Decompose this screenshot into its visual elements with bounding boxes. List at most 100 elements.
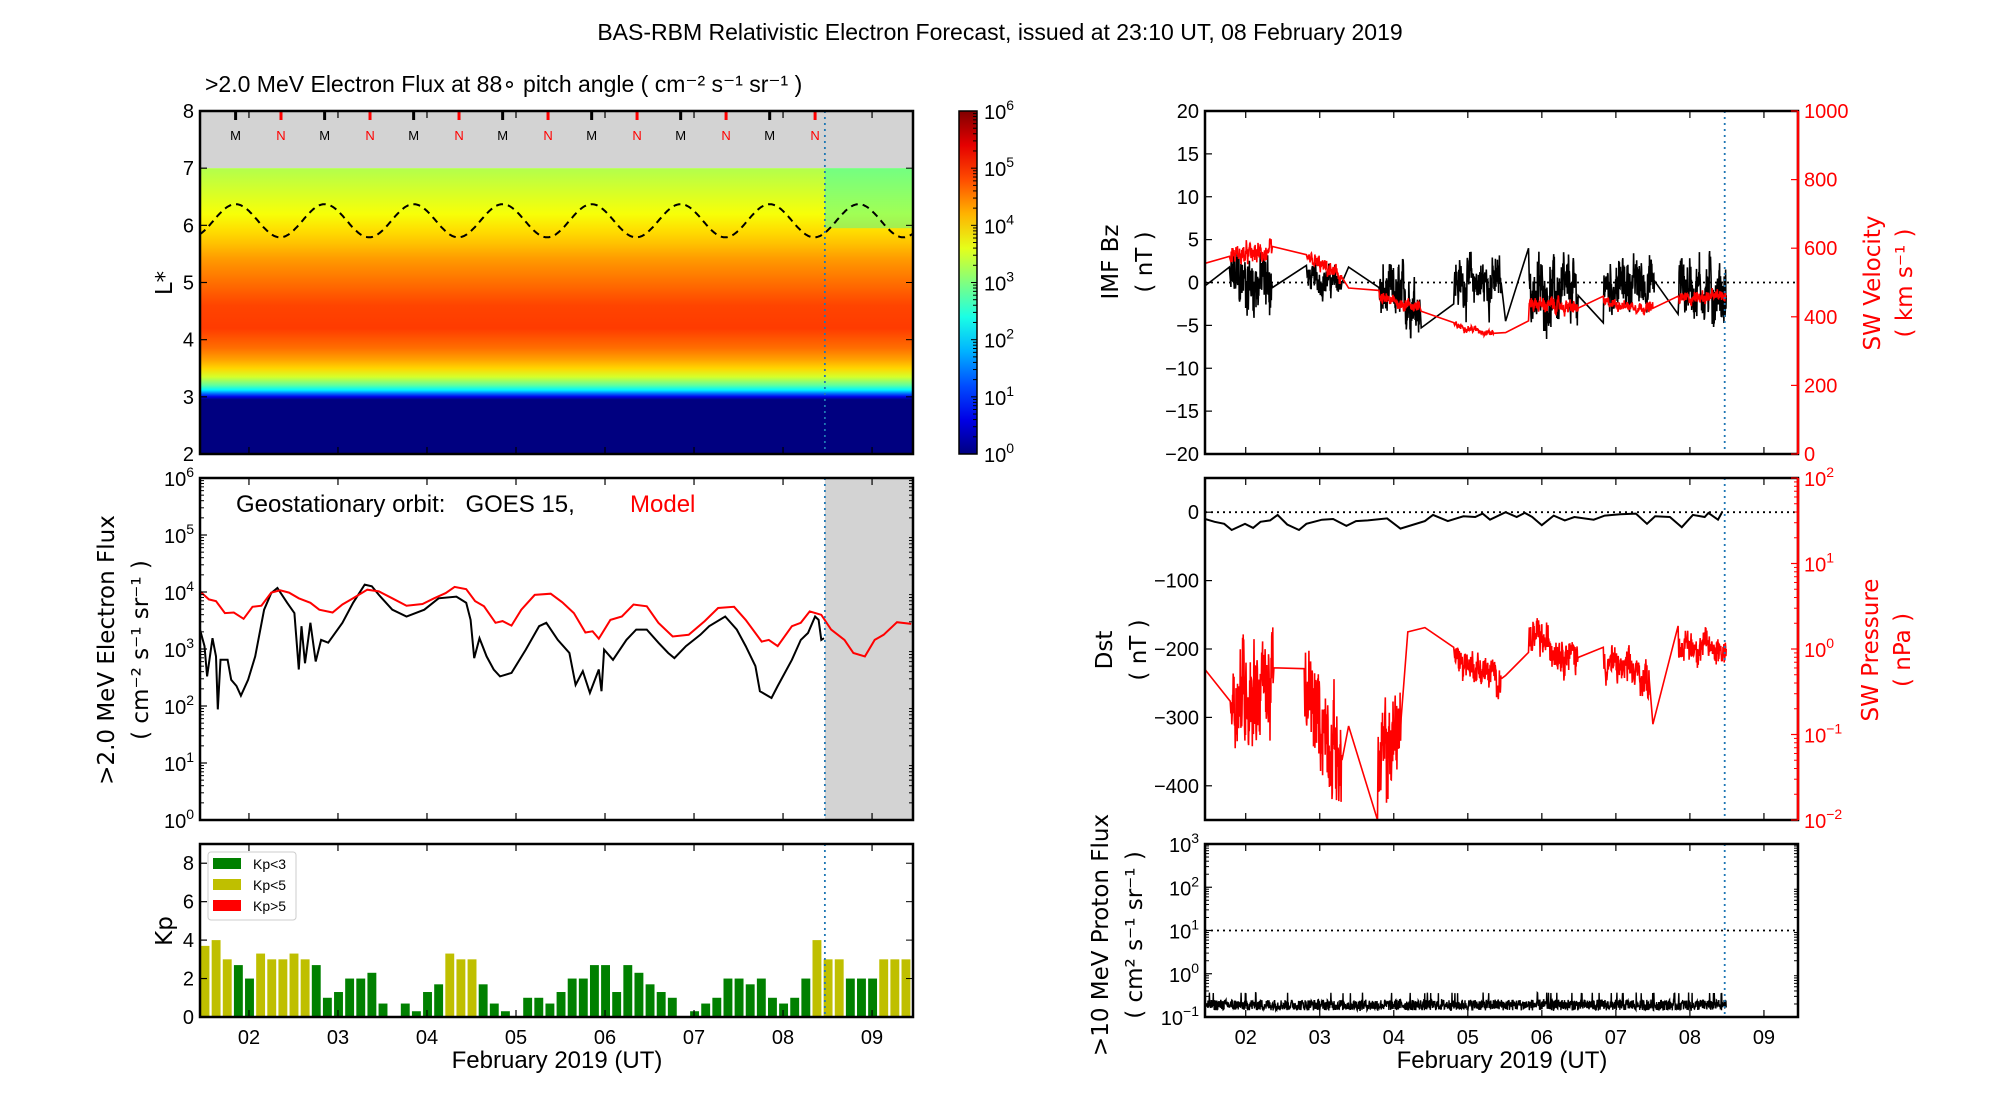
model-flux-line [200, 585, 912, 658]
geo-annotation-model: Model [630, 491, 695, 518]
y-tick-label: 10−1 [1804, 721, 1842, 748]
geo-ylabel: >2.0 MeV Electron Flux [94, 515, 120, 785]
mlt-noon-label: N [365, 128, 374, 143]
y-tick-label: 100 [1169, 960, 1199, 987]
legend-swatch [213, 900, 241, 911]
kp-bar [222, 959, 232, 1017]
mlt-noon-label: N [810, 128, 819, 143]
kp-bar [500, 1011, 510, 1017]
y-tick-label: 6 [183, 215, 194, 237]
kp-bar [311, 965, 321, 1017]
x-tick-label: 09 [1753, 1027, 1775, 1049]
x-tick-label: 06 [594, 1027, 616, 1049]
x-tick-label: 05 [505, 1027, 527, 1049]
kp-bar [400, 1003, 410, 1017]
mlt-noon-label: N [632, 128, 641, 143]
y-tick-label: 5 [1188, 230, 1199, 252]
kp-bar [623, 965, 633, 1017]
kp-bar [200, 945, 210, 1017]
kp-bar [534, 997, 544, 1017]
kp-bar [634, 972, 644, 1017]
kp-bar [756, 978, 766, 1017]
kp-bar [845, 978, 855, 1017]
x-tick-label: 04 [1383, 1027, 1405, 1049]
sw-pressure-line [1205, 618, 1727, 820]
dst-ylabel: Dst [1092, 631, 1118, 670]
y-tick-label: 6 [183, 892, 194, 914]
kp-bar [245, 978, 254, 1017]
heatmap-ylabel: L* [152, 271, 178, 295]
dst-ylabel-units: ( nT ) [1126, 619, 1152, 680]
legend-label: Kp>5 [253, 898, 286, 914]
y-tick-label: −100 [1154, 571, 1199, 593]
y-tick-label: 3 [183, 387, 194, 409]
kp-bar [712, 997, 722, 1017]
kp-bar [767, 997, 777, 1017]
dashed-boundary-line [200, 203, 913, 239]
kp-bar [233, 965, 243, 1017]
y-tick-label: 102 [164, 692, 194, 719]
flux-heatmap [200, 168, 913, 454]
forecast-heat-tint [824, 168, 913, 229]
y-tick-label: 103 [164, 635, 194, 662]
y-tick-label: 102 [1804, 464, 1834, 491]
no-data-region [200, 111, 913, 169]
imf-ylabel-units: ( nT ) [1132, 231, 1158, 292]
mlt-midnight-label: M [675, 128, 686, 143]
geo-ylabel-units: ( cm⁻² s⁻¹ sr⁻¹ ) [128, 560, 154, 740]
kp-bar [445, 953, 455, 1017]
colorbar-tick-label: 105 [984, 154, 1014, 181]
y-tick-label: 0 [1188, 502, 1199, 524]
colorbar-tick-label: 104 [984, 211, 1014, 238]
kp-bar [411, 1011, 421, 1017]
y-tick-label: 102 [1169, 873, 1199, 900]
y-tick-label: 4 [183, 930, 194, 952]
kp-bar [434, 984, 444, 1017]
y-tick-label: −5 [1176, 315, 1199, 337]
proton-flux-line [1205, 990, 1727, 1014]
y-tick-label: 200 [1804, 375, 1837, 397]
pressure-ylabel: SW Pressure [1858, 579, 1884, 722]
y-tick-label: 101 [1169, 917, 1199, 944]
kp-bar [211, 940, 221, 1017]
y-tick-label: 101 [164, 749, 194, 776]
kp-bar [334, 992, 343, 1017]
y-tick-label: 8 [183, 853, 194, 875]
y-tick-label: 105 [164, 521, 194, 548]
heatmap-panel: MMMMMMMNNNNNNNForecast2345678 [183, 101, 915, 466]
y-tick-label: 800 [1804, 170, 1837, 192]
kp-bar [745, 984, 755, 1017]
kp-bar [656, 992, 666, 1017]
mlt-noon-label: N [543, 128, 552, 143]
heatmap-title: >2.0 MeV Electron Flux at 88∘ pitch angl… [205, 71, 802, 97]
y-tick-label: 0 [1804, 444, 1815, 466]
axes-frame [198, 842, 915, 1019]
y-tick-label: 8 [183, 101, 194, 123]
kp-bar [356, 978, 366, 1017]
imf-bz-line [1205, 247, 1727, 340]
kp-bar [378, 1003, 388, 1017]
y-tick-label: 104 [164, 578, 194, 605]
velocity-ylabel-units: ( km s⁻¹ ) [1892, 229, 1918, 338]
kp-bar [367, 972, 377, 1017]
colorbar-tick-label: 106 [984, 97, 1014, 124]
y-tick-label: 7 [183, 158, 194, 180]
y-tick-label: 4 [183, 330, 194, 352]
pressure-ylabel-units: ( nPa ) [1890, 613, 1916, 687]
y-tick-label: 103 [1169, 830, 1199, 857]
sw-velocity-line [1205, 238, 1727, 339]
kp-bar [322, 997, 332, 1017]
colorbar-tick-label: 102 [984, 326, 1014, 353]
imf-ylabel: IMF Bz [1098, 224, 1124, 299]
kp-bar [901, 959, 911, 1017]
x-tick-label: 05 [1457, 1027, 1479, 1049]
dst-panel: −400 −300 −200 −100 0 10−2 10−1 100 101 102 [1154, 464, 1842, 833]
x-tick-label: 07 [1605, 1027, 1627, 1049]
proton-panel: 02 03 04 05 06 07 08 09 10−1 100 101 102 103 [1161, 830, 1800, 1049]
kp-ylabel: Kp [152, 916, 178, 946]
y-tick-label: 400 [1804, 307, 1837, 329]
right-xlabel: February 2019 (UT) [1397, 1047, 1608, 1074]
mlt-midnight-label: M [319, 128, 330, 143]
